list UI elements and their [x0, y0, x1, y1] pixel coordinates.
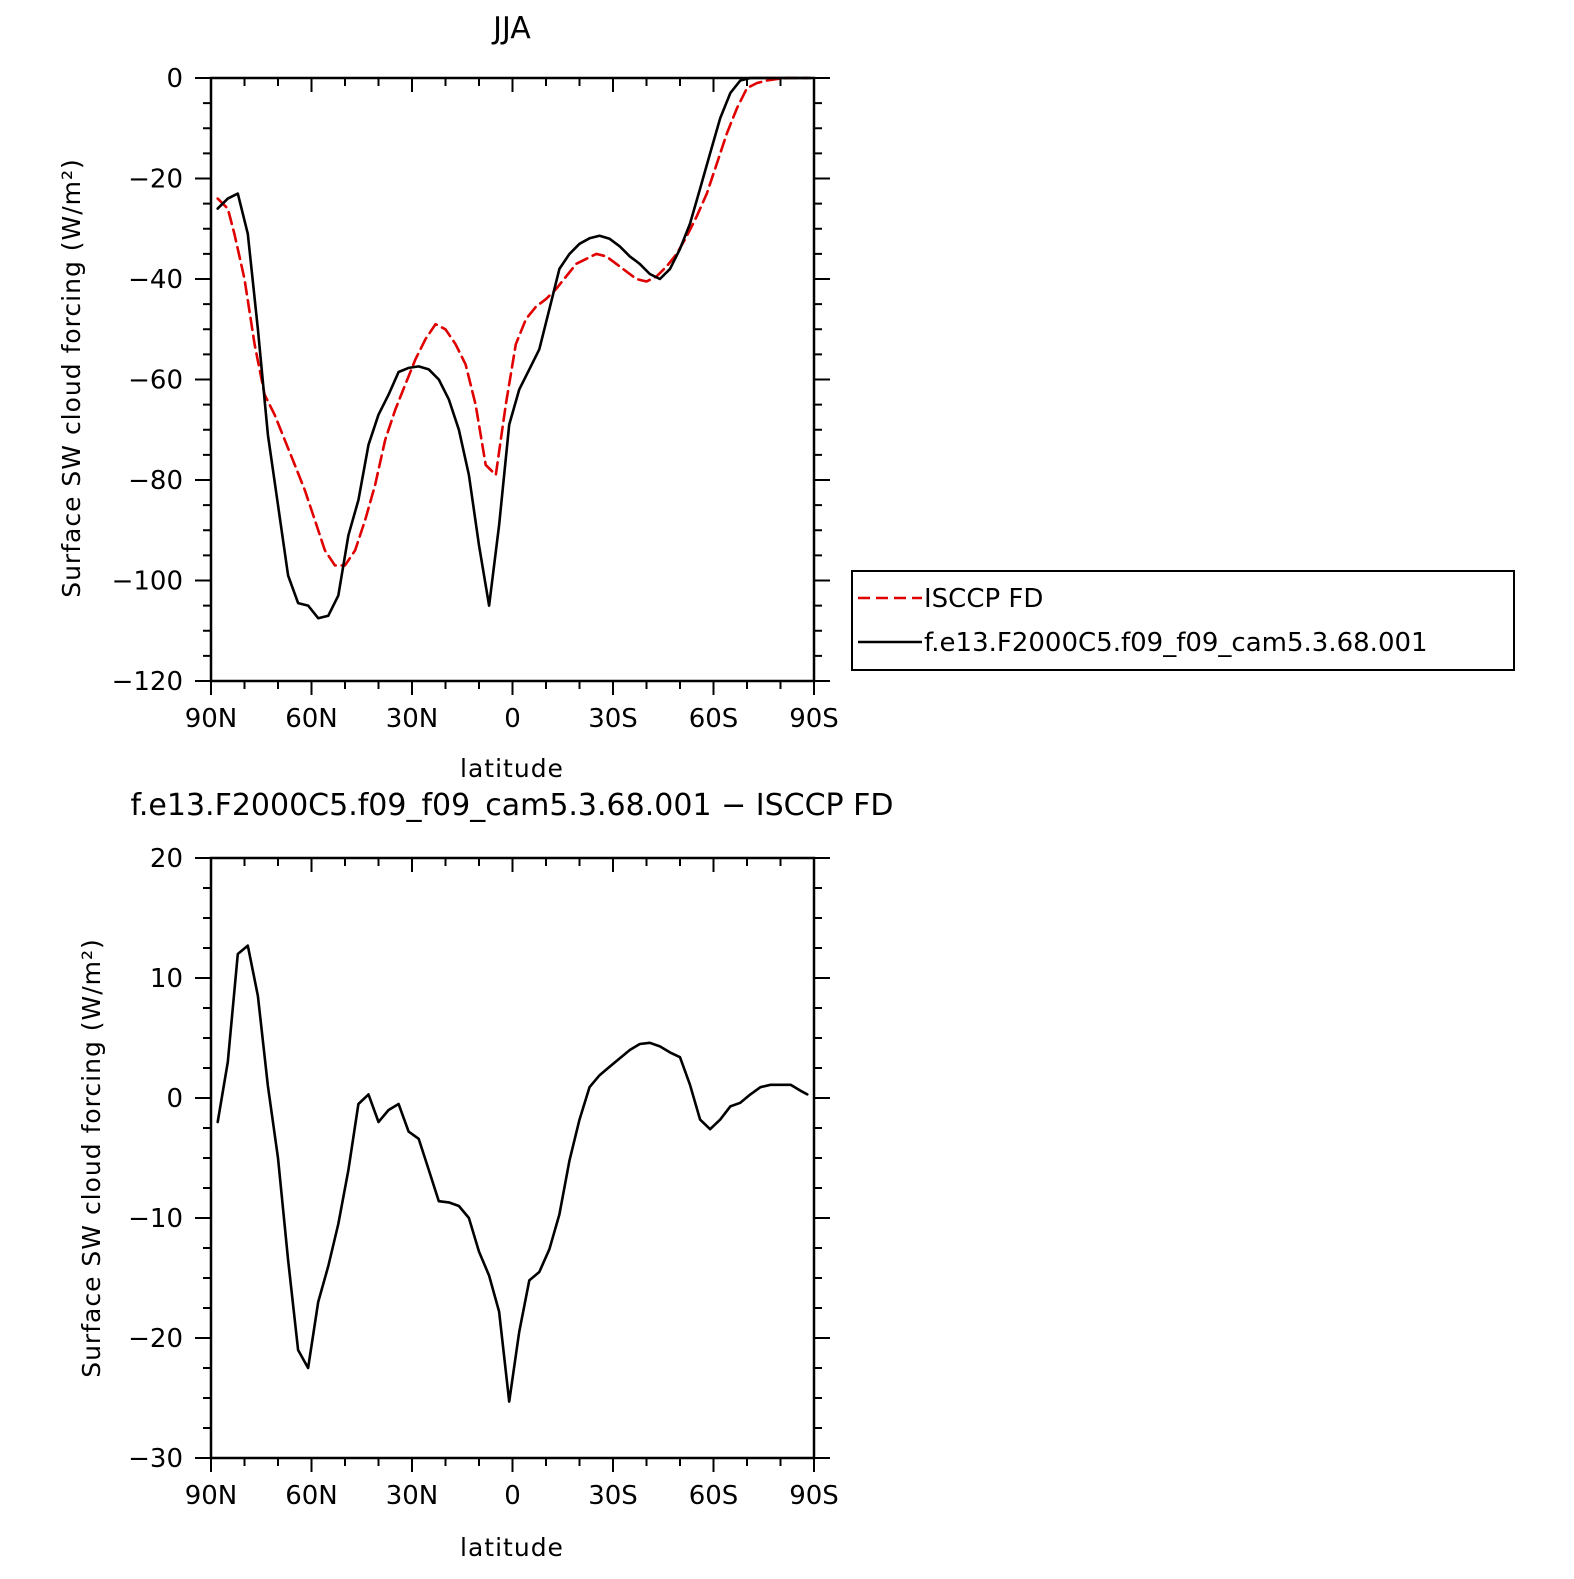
- top-panel: JJA latitude Surface SW cloud forcing (W…: [57, 11, 839, 783]
- bottom-plot-frame: [209, 856, 816, 1460]
- x-tick-label: 90S: [789, 1481, 839, 1511]
- top-y-axis-label: Surface SW cloud forcing (W/m²): [57, 158, 86, 598]
- x-tick-label: 30N: [386, 1481, 439, 1511]
- top-chart-title: JJA: [491, 11, 531, 46]
- top-series-lines: [216, 76, 812, 620]
- bottom-y-axis-label: Surface SW cloud forcing (W/m²): [77, 938, 106, 1378]
- legend-box: [851, 570, 1515, 671]
- y-tick-label: −20: [128, 1324, 183, 1354]
- model-series-line: [216, 76, 812, 620]
- legend-label-isccp: ISCCP FD: [924, 584, 1043, 614]
- x-tick-label: 0: [504, 704, 521, 734]
- x-tick-label: 60S: [689, 704, 739, 734]
- x-tick-label: 90N: [185, 1481, 238, 1511]
- top-axis-ticks: 90N 60N 30N 0 30S 60S 90S 0 −20 −40 −60 −80 −100 −120: [112, 64, 839, 734]
- x-tick-label: 0: [504, 1481, 521, 1511]
- top-plot-frame: [209, 76, 816, 683]
- y-tick-label: −30: [128, 1444, 183, 1474]
- bottom-chart-title: f.e13.F2000C5.f09_f09_cam5.3.68.001 − IS…: [130, 788, 893, 823]
- y-tick-label: 10: [150, 964, 183, 994]
- top-x-axis-label: latitude: [460, 754, 564, 783]
- y-tick-label: 0: [166, 64, 183, 94]
- x-tick-label: 60S: [689, 1481, 739, 1511]
- y-tick-label: −60: [128, 366, 183, 396]
- isccp-series-line: [216, 76, 809, 567]
- legend: ISCCP FD f.e13.F2000C5.f09_f09_cam5.3.68…: [851, 570, 1515, 671]
- y-tick-label: −40: [128, 265, 183, 295]
- y-tick-label: 0: [166, 1084, 183, 1114]
- x-tick-label: 60N: [285, 1481, 338, 1511]
- y-tick-label: −20: [128, 165, 183, 195]
- x-tick-label: 90N: [185, 704, 238, 734]
- y-tick-label: −80: [128, 466, 183, 496]
- bottom-axis-ticks: 90N 60N 30N 0 30S 60S 90S 20 10 0 −10 −20 −30: [128, 844, 839, 1511]
- y-tick-label: −120: [112, 667, 183, 697]
- bottom-panel: f.e13.F2000C5.f09_f09_cam5.3.68.001 − IS…: [77, 788, 894, 1562]
- model-series-line: [216, 944, 809, 1403]
- x-tick-label: 60N: [285, 704, 338, 734]
- x-tick-label: 90S: [789, 704, 839, 734]
- bottom-x-axis-label: latitude: [460, 1533, 564, 1562]
- x-tick-label: 30S: [588, 1481, 638, 1511]
- x-tick-label: 30S: [588, 704, 638, 734]
- bottom-series-lines: [216, 944, 809, 1403]
- legend-label-model: f.e13.F2000C5.f09_f09_cam5.3.68.001: [924, 628, 1428, 658]
- y-tick-label: 20: [150, 844, 183, 874]
- y-tick-label: −100: [112, 567, 183, 597]
- x-tick-label: 30N: [386, 704, 439, 734]
- y-tick-label: −10: [128, 1204, 183, 1234]
